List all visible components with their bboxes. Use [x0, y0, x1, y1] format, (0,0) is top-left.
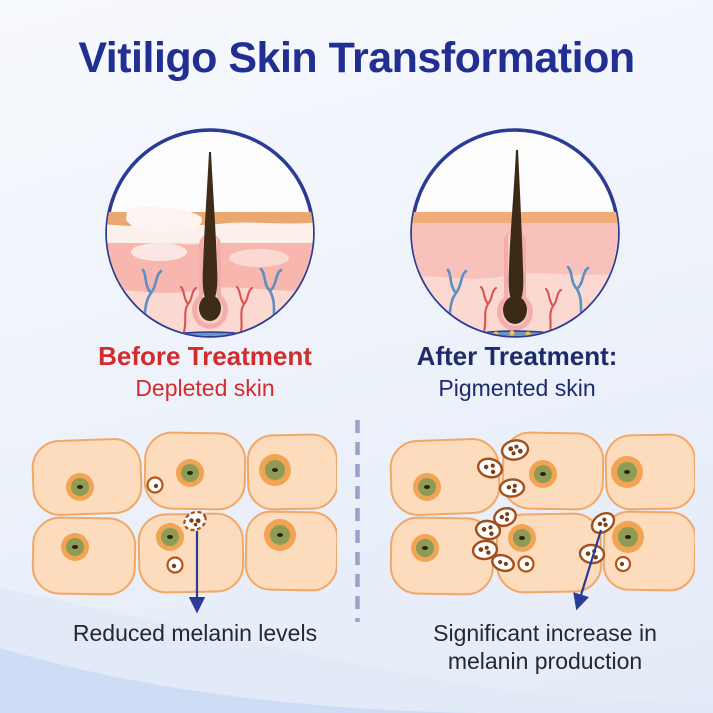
hair-follicle-icon [497, 150, 533, 331]
caption-increased-melanin: Significant increase in melanin producti… [433, 620, 657, 674]
depigmented-patch [126, 207, 202, 233]
cells-before-diagram [31, 431, 337, 596]
page-title: Vitiligo Skin Transformation [78, 34, 635, 82]
caption-reduced-melanin: Reduced melanin levels [72, 620, 318, 646]
cells-after-diagram [389, 431, 695, 596]
before-skin-circle-diagram [105, 128, 315, 338]
before-subheading: Depleted skin [135, 374, 275, 401]
hypodermis-layer [151, 331, 269, 336]
cell-nuclei [411, 456, 644, 562]
after-label-block: After Treatment: Pigmented skin [352, 341, 682, 402]
after-subheading: Pigmented skin [438, 374, 596, 401]
hair-follicle-icon [192, 152, 228, 329]
melanin-granules [146, 476, 207, 574]
blood-vessels-icon [139, 267, 283, 334]
before-label-block: Before Treatment Depleted skin [40, 341, 370, 402]
after-heading: After Treatment: [416, 341, 618, 371]
after-skin-circle-diagram [410, 128, 620, 338]
cell-nuclei [61, 454, 296, 561]
before-heading: Before Treatment [98, 341, 312, 371]
